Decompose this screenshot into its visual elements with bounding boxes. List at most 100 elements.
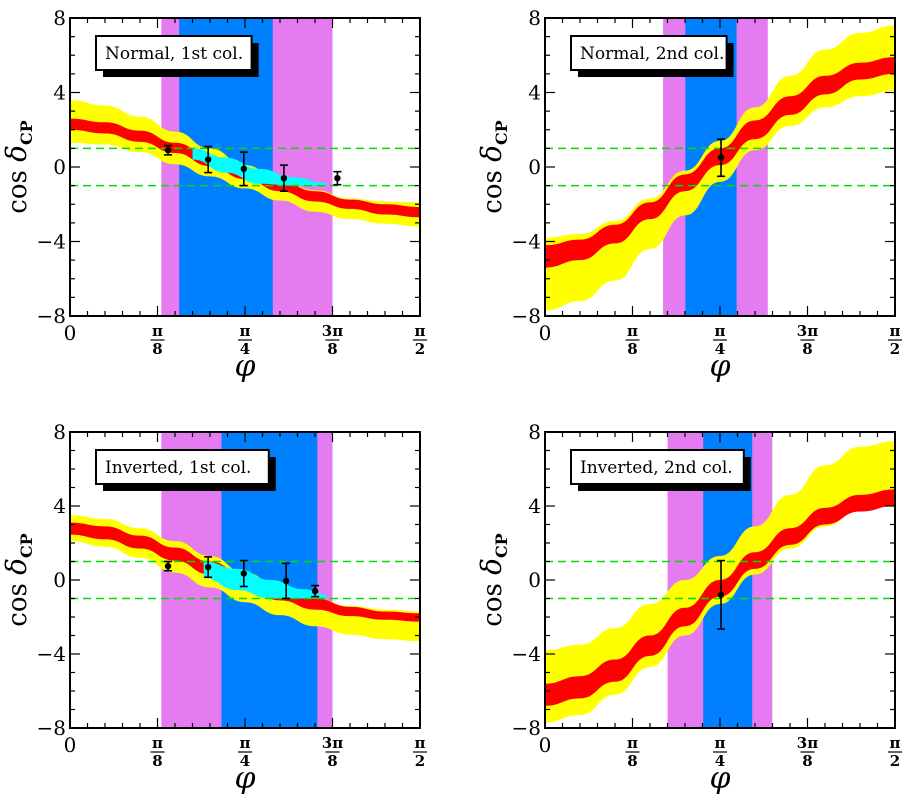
plot-area	[545, 432, 895, 728]
ytick-label: 8	[528, 6, 541, 30]
data-marker	[717, 591, 725, 598]
xtick-fraction: π4	[713, 322, 727, 358]
y-axis-label-main: cos	[478, 162, 508, 214]
xtick-fraction: 3π8	[322, 322, 343, 358]
xtick-label: 0	[64, 321, 77, 345]
series-yellow-band	[70, 99, 420, 227]
y-axis-label: cos δCP	[0, 533, 36, 626]
data-point	[311, 584, 320, 598]
ytick-label: −8	[512, 716, 541, 740]
xtick-denominator: 8	[327, 340, 337, 358]
xtick-denominator: 8	[152, 340, 162, 358]
xtick-denominator: 8	[802, 340, 812, 358]
data-point	[717, 559, 726, 630]
xtick-numerator: π	[152, 322, 163, 340]
ytick-label: 4	[53, 494, 66, 518]
legend-title: Inverted, 1st col.	[105, 458, 251, 478]
x-axis-label: φ	[709, 761, 730, 794]
xtick-numerator: π	[240, 322, 251, 340]
xtick-denominator: 8	[327, 752, 337, 770]
xtick-fraction: π2	[888, 734, 902, 770]
legend-frame	[95, 35, 253, 71]
y-axis-label-subscript: CP	[492, 120, 511, 145]
y-axis-label-subscript: CP	[17, 533, 36, 558]
xtick-numerator: π	[715, 734, 726, 752]
data-marker	[204, 156, 212, 163]
xtick-denominator: 8	[627, 340, 637, 358]
ytick-label: 4	[528, 494, 541, 518]
xtick-fraction: π8	[150, 734, 165, 770]
data-point	[333, 170, 342, 186]
xtick-denominator: 4	[715, 752, 725, 770]
legend-title: Normal, 2nd col.	[580, 44, 724, 64]
xtick-numerator: π	[627, 322, 638, 340]
xtick-fraction: π2	[413, 322, 427, 358]
xtick-denominator: 4	[240, 752, 250, 770]
xtick-fraction: 3π8	[797, 322, 818, 358]
ytick-label: −8	[512, 304, 541, 328]
ytick-label: −4	[512, 642, 541, 666]
y-axis-label-main: cos	[478, 575, 508, 627]
data-marker	[204, 563, 212, 571]
series-red-band	[70, 118, 420, 218]
xtick-fraction: π4	[713, 734, 727, 770]
data-marker	[334, 174, 341, 182]
ytick-label: 4	[528, 81, 541, 105]
ytick-label: 8	[53, 420, 66, 444]
data-marker	[717, 154, 725, 161]
xtick-numerator: π	[152, 734, 163, 752]
y-axis-label: cos δCP	[475, 533, 511, 626]
xtick-numerator: π	[890, 734, 901, 752]
legend-box: Normal, 1st col.	[95, 35, 259, 77]
xtick-numerator: π	[240, 734, 251, 752]
y-axis-label-symbol: δ	[475, 558, 508, 575]
data-point	[279, 164, 288, 193]
data-marker	[164, 147, 172, 154]
legend-frame	[95, 449, 270, 485]
xtick-denominator: 2	[415, 752, 425, 770]
ytick-label: −4	[37, 230, 66, 254]
xtick-fraction: π4	[238, 734, 252, 770]
data-marker	[282, 577, 290, 585]
legend-box: Inverted, 1st col.	[95, 449, 276, 491]
data-point	[204, 556, 213, 579]
series-red-band	[545, 57, 895, 268]
data-point	[282, 562, 291, 600]
y-axis-label-subscript: CP	[492, 533, 511, 558]
ytick-label: −8	[37, 304, 66, 328]
data-point	[239, 151, 248, 187]
xtick-numerator: 3π	[322, 322, 343, 340]
xtick-numerator: π	[415, 734, 426, 752]
legend-frame	[570, 449, 745, 485]
xtick-denominator: 4	[240, 340, 250, 358]
data-marker	[311, 587, 319, 595]
data-marker	[240, 165, 247, 173]
y-axis-label: cos δCP	[0, 120, 36, 213]
xtick-fraction: π8	[150, 322, 165, 358]
xtick-numerator: 3π	[797, 322, 818, 340]
legend-frame	[570, 35, 728, 71]
series-cyan-band	[192, 148, 327, 186]
xtick-denominator: 8	[627, 752, 637, 770]
series-cyan-band	[203, 561, 327, 599]
xtick-numerator: π	[415, 322, 426, 340]
xtick-denominator: 2	[890, 340, 900, 358]
xtick-fraction: π4	[238, 322, 252, 358]
legend-box: Inverted, 2nd col.	[570, 449, 751, 491]
data-point	[164, 144, 173, 156]
x-axis-label: φ	[234, 349, 255, 384]
y-axis-label-main: cos	[3, 162, 33, 214]
series-red-band	[70, 522, 420, 622]
data-point	[204, 145, 213, 174]
ytick-label: 0	[53, 568, 66, 592]
ytick-label: 8	[53, 6, 66, 30]
ytick-label: −8	[37, 716, 66, 740]
xtick-numerator: 3π	[322, 734, 343, 752]
data-marker	[240, 570, 247, 577]
xtick-denominator: 2	[415, 340, 425, 358]
xtick-label: 0	[539, 321, 552, 345]
